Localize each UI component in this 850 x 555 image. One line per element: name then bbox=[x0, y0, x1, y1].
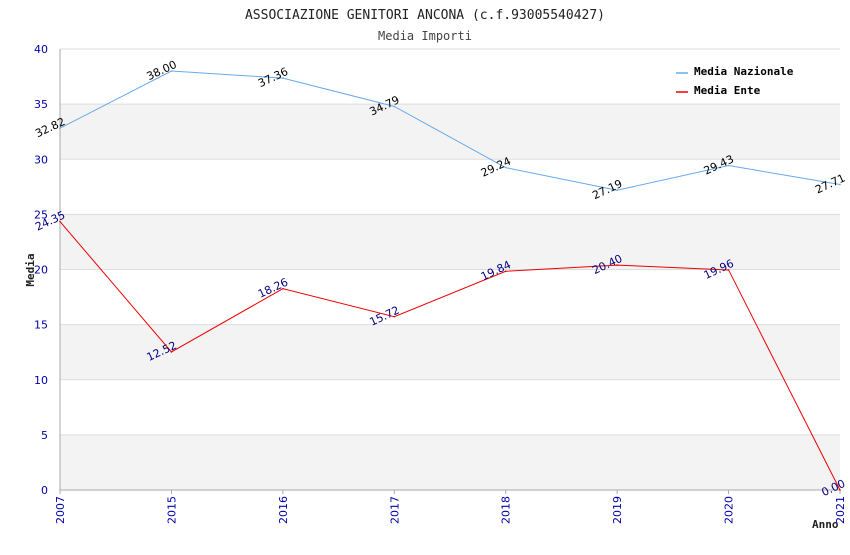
y-tick-label: 35 bbox=[34, 98, 48, 111]
data-point bbox=[59, 127, 61, 129]
data-point bbox=[282, 77, 284, 79]
data-label: 18.26 bbox=[256, 276, 290, 301]
x-tick-label: 2020 bbox=[723, 496, 736, 524]
plot-band bbox=[60, 214, 840, 270]
y-tick-label: 5 bbox=[41, 429, 48, 442]
plot-band bbox=[60, 324, 840, 380]
y-axis-label: Media bbox=[24, 253, 37, 286]
chart-subtitle: Media Importi bbox=[378, 29, 472, 43]
legend-label-media-ente: Media Ente bbox=[694, 84, 761, 97]
legend-box bbox=[670, 60, 810, 102]
y-tick-label: 15 bbox=[34, 319, 48, 332]
data-point bbox=[616, 189, 618, 192]
y-tick-label: 0 bbox=[41, 484, 48, 497]
x-tick-label: 2021 bbox=[834, 496, 847, 524]
y-tick-label: 40 bbox=[34, 43, 48, 56]
y-tick-label: 10 bbox=[34, 374, 48, 387]
data-point bbox=[393, 315, 396, 318]
y-tick-label: 30 bbox=[34, 153, 48, 166]
legend: Media Nazionale Media Ente bbox=[670, 60, 810, 102]
legend-label-media-nazionale: Media Nazionale bbox=[694, 65, 794, 78]
x-tick-label: 2016 bbox=[277, 496, 290, 524]
data-label: 27.19 bbox=[590, 177, 624, 202]
x-axis-label: Anno bbox=[812, 518, 839, 531]
data-point bbox=[282, 287, 284, 290]
data-point bbox=[170, 351, 173, 353]
axes bbox=[59, 49, 840, 491]
x-tick-label: 2007 bbox=[54, 496, 67, 524]
y-axis-ticks: 0 5 10 15 20 25 30 35 40 bbox=[34, 43, 48, 497]
data-point bbox=[504, 270, 507, 273]
plot-band bbox=[60, 434, 840, 490]
data-point bbox=[839, 489, 841, 491]
data-point bbox=[504, 166, 507, 169]
x-tick-label: 2015 bbox=[165, 496, 178, 524]
data-point bbox=[727, 269, 730, 271]
data-label: 27.71 bbox=[813, 171, 847, 196]
x-tick-label: 2018 bbox=[500, 496, 513, 524]
plot-band bbox=[60, 104, 840, 160]
x-tick-label: 2019 bbox=[611, 496, 624, 524]
y-tick-label: 25 bbox=[34, 208, 48, 221]
plot-background-bands bbox=[60, 104, 840, 490]
x-tick-label: 2017 bbox=[388, 496, 401, 524]
data-point bbox=[839, 183, 841, 186]
data-label: 37.36 bbox=[256, 65, 290, 90]
series-line-media-nazionale bbox=[59, 70, 841, 191]
x-axis-ticks: 2007 2015 2016 2017 2018 2019 2020 2021 bbox=[54, 490, 847, 524]
series-line-media-ente bbox=[59, 221, 841, 491]
y-tick-label: 20 bbox=[34, 264, 48, 277]
data-point bbox=[393, 105, 396, 108]
data-label: 38.00 bbox=[145, 58, 179, 83]
data-point bbox=[727, 164, 730, 167]
data-point bbox=[59, 220, 61, 223]
data-point bbox=[616, 264, 618, 266]
chart-title: ASSOCIAZIONE GENITORI ANCONA (c.f.930055… bbox=[245, 8, 605, 23]
data-point bbox=[170, 70, 173, 72]
series-lines bbox=[59, 70, 841, 491]
